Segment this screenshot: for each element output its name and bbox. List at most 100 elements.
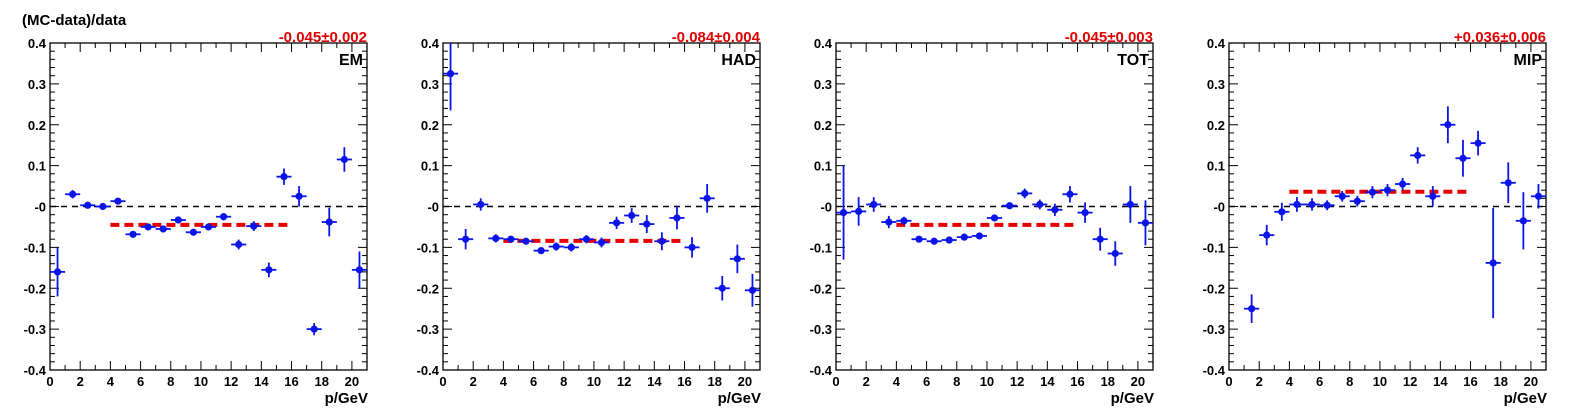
x-tick-label: 4 [893,374,901,389]
panel-mip: -0.4 -0.3 -0.2 -0.1 -0 0.1 0.2 0.3 0.4 0 2 4 6 8 10 12 1… [1203,29,1547,407]
data-point [522,237,530,245]
x-tick-label: 12 [224,374,238,389]
data-point [1534,192,1543,200]
x-tick-label: 20 [1131,374,1145,389]
data-point [1398,180,1407,188]
data-point [537,247,545,255]
x-tick-label: 18 [1100,374,1114,389]
x-tick-label: 4 [1286,374,1294,389]
data-point [492,234,500,242]
data-point [870,200,878,209]
y-tick-label: -0.3 [810,322,832,337]
data-point [1111,249,1119,258]
data-point [114,197,122,205]
y-tick-label: 0.4 [421,36,440,51]
data-point [900,217,908,225]
data-point [718,284,726,292]
data-point [1383,186,1392,194]
y-tick-label: -0 [427,200,439,215]
x-tick-label: 18 [707,374,721,389]
data-point [1263,231,1271,239]
fit-result-label: +0.036±0.006 [1454,29,1546,46]
x-tick-label: 2 [863,374,870,389]
x-tick-label: 2 [77,374,84,389]
data-point [703,194,711,202]
data-point [748,286,757,294]
x-tick-label: 0 [1225,374,1232,389]
y-tick-label: -0.4 [417,363,440,378]
x-tick-label: 8 [560,374,567,389]
data-point [990,214,999,222]
y-tick-label: -0.2 [1203,281,1225,296]
x-tick-label: 6 [923,374,930,389]
y-tick-label: -0 [820,200,832,215]
data-point [643,220,651,228]
x-axis-title: p/GeV [718,390,761,407]
x-tick-label: 6 [137,374,144,389]
y-tick-label: 0.4 [28,36,47,51]
x-tick-label: 6 [530,374,537,389]
y-tick-label: -0.1 [24,240,46,255]
data-point [612,219,621,227]
data-point [1504,179,1512,187]
data-point [507,235,515,243]
x-tick-label: 8 [953,374,960,389]
panel-label: TOT [1117,52,1149,69]
data-point [673,214,681,222]
data-point [1308,200,1316,209]
x-tick-label: 2 [1256,374,1263,389]
x-tick-label: 18 [314,374,328,389]
y-tick-label: -0 [1213,200,1225,215]
x-tick-label: 12 [1403,374,1417,389]
data-point [355,266,364,274]
panel-label: MIP [1514,52,1543,69]
data-point [53,268,62,276]
data-point [189,228,198,236]
data-point [1005,202,1014,210]
data-point [688,243,696,251]
x-tick-label: 0 [439,374,446,389]
data-point [1021,189,1029,198]
x-tick-label: 8 [167,374,174,389]
x-tick-label: 14 [1040,374,1055,389]
data-point [1444,121,1452,129]
y-tick-label: 0.4 [814,36,833,51]
x-tick-label: 8 [1346,374,1353,389]
data-point [628,211,636,220]
x-tick-label: 14 [254,374,269,389]
data-point [1278,208,1286,216]
y-tick-label: 0.1 [421,159,439,174]
panel-label: EM [339,52,363,69]
y-tick-label: 0.3 [814,77,832,92]
data-point [552,242,560,251]
data-point [325,218,333,226]
data-point [1293,200,1301,209]
data-point [159,225,167,233]
data-point [1096,235,1104,243]
data-point [295,192,303,200]
data-point [235,240,243,249]
data-point [280,173,288,181]
y-tick-label: 0.2 [28,118,46,133]
x-tick-label: 10 [587,374,601,389]
x-tick-label: 10 [980,374,994,389]
y-tick-label: 0.1 [1207,159,1225,174]
data-point [99,202,107,211]
y-tick-label: -0.3 [417,322,439,337]
x-tick-label: 14 [1433,374,1448,389]
data-point [1066,190,1074,198]
y-tick-label: -0.3 [24,322,46,337]
x-tick-label: 2 [470,374,477,389]
x-tick-label: 18 [1493,374,1507,389]
x-tick-label: 12 [1010,374,1024,389]
data-point [885,218,893,226]
y-tick-label: -0.1 [417,240,439,255]
x-tick-label: 6 [1316,374,1323,389]
panel-tot: -0.4 -0.3 -0.2 -0.1 -0 0.1 0.2 0.3 0.4 0 2 4 6 8 10 12 1… [810,29,1154,407]
y-tick-label: -0.2 [24,281,46,296]
data-point [265,266,273,274]
x-axis-title: p/GeV [1504,390,1547,407]
x-tick-label: 16 [284,374,298,389]
panel-had: -0.4 -0.3 -0.2 -0.1 -0 0.1 0.2 0.3 0.4 0 2 4 6 8 10 12 1… [417,29,761,407]
y-tick-label: -0.4 [1203,363,1226,378]
